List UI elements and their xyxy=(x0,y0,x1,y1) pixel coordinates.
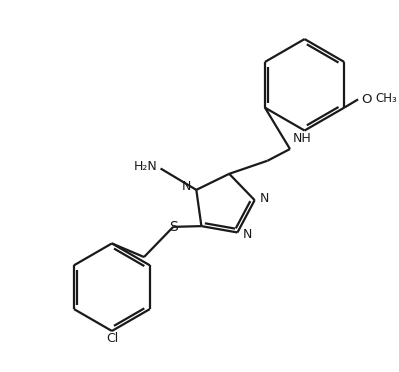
Text: N: N xyxy=(259,192,269,205)
Text: H₂N: H₂N xyxy=(134,160,158,173)
Text: O: O xyxy=(361,93,371,106)
Text: N: N xyxy=(182,180,192,193)
Text: NH: NH xyxy=(293,132,312,145)
Text: CH₃: CH₃ xyxy=(375,92,397,105)
Text: S: S xyxy=(169,220,178,234)
Text: N: N xyxy=(242,228,252,241)
Text: Cl: Cl xyxy=(106,332,118,345)
